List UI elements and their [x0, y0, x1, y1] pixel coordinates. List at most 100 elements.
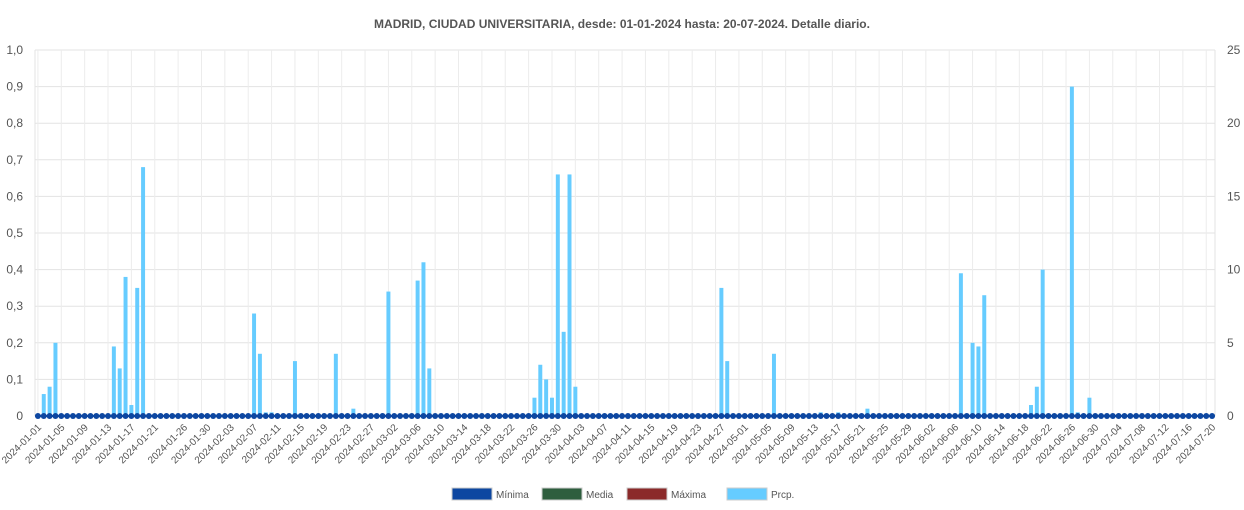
minima-point [484, 413, 491, 419]
prcp-bar [573, 386, 578, 416]
left-tick-label: 0,5 [6, 226, 23, 240]
minima-point [280, 413, 287, 419]
legend-item[interactable]: Máxima [626, 487, 706, 501]
minima-point [998, 413, 1005, 419]
left-tick-label: 0,7 [6, 153, 23, 167]
minima-point [899, 413, 906, 419]
minima-point [362, 413, 369, 419]
minima-point [180, 413, 187, 419]
minima-point [186, 413, 193, 419]
minima-point [473, 413, 480, 419]
prcp-bar [725, 361, 730, 416]
minima-point [1162, 413, 1169, 419]
minima-point [34, 413, 41, 419]
minima-point [876, 413, 883, 419]
left-tick-label: 0,9 [6, 80, 23, 94]
minima-point [1074, 413, 1081, 419]
minima-point [169, 413, 176, 419]
minima-point [893, 413, 900, 419]
minima-point [245, 413, 252, 419]
minima-point [46, 413, 53, 419]
minima-point [794, 413, 801, 419]
minima-point [747, 413, 754, 419]
minima-point [654, 413, 661, 419]
minima-point [110, 413, 117, 419]
minima-point [887, 413, 894, 419]
minima-point [75, 413, 82, 419]
prcp-bar [351, 408, 356, 416]
minima-point [1080, 413, 1087, 419]
minima-point [69, 413, 76, 419]
legend[interactable]: Mínima Media Máxima Prcp. [451, 487, 794, 501]
prcp-bar [865, 408, 870, 416]
legend-item[interactable]: Prcp. [726, 487, 794, 501]
minima-point [461, 413, 468, 419]
minima-point [817, 413, 824, 419]
minima-point [765, 413, 772, 419]
minima-point [1174, 413, 1181, 419]
minima-point [864, 413, 871, 419]
minima-point [1068, 413, 1075, 419]
minima-point [1016, 413, 1023, 419]
minima-point [420, 413, 427, 419]
minima-point [601, 413, 608, 419]
minima-point [1185, 413, 1192, 419]
minima-point [502, 413, 509, 419]
left-tick-label: 1,0 [6, 43, 23, 57]
minima-point [811, 413, 818, 419]
grid [34, 49, 1216, 417]
minima-point [221, 413, 228, 419]
minima-point [934, 413, 941, 419]
minima-point [911, 413, 918, 419]
minima-point [1197, 413, 1204, 419]
minima-point [513, 413, 520, 419]
minima-point [291, 413, 298, 419]
right-tick-label: 25 [1227, 43, 1241, 57]
minima-point [1121, 413, 1128, 419]
minima-point [309, 413, 316, 419]
minima-point [157, 413, 164, 419]
minima-point [753, 413, 760, 419]
prcp-bar [1034, 386, 1039, 416]
minima-point [770, 413, 777, 419]
minima-point [981, 413, 988, 419]
left-tick-label: 0,8 [6, 116, 23, 130]
minima-point [689, 413, 696, 419]
minima-point [548, 413, 555, 419]
minima-point [782, 413, 789, 419]
minima-point [928, 413, 935, 419]
minima-point [1086, 413, 1093, 419]
minima-point [741, 413, 748, 419]
minima-point [1191, 413, 1198, 419]
minima-point [385, 413, 392, 419]
minima-point [1138, 413, 1145, 419]
minima-point [963, 413, 970, 419]
minima-point [724, 413, 731, 419]
minima-point [443, 413, 450, 419]
legend-swatch [626, 487, 668, 501]
minima-point [367, 413, 374, 419]
prcp-bar [129, 405, 134, 416]
prcp-bar [47, 386, 52, 416]
prcp-bar [41, 394, 46, 416]
legend-item[interactable]: Mínima [451, 487, 529, 501]
prcp-bar [532, 397, 537, 416]
minima-point [852, 413, 859, 419]
minima-point [81, 413, 88, 419]
prcp-bar [567, 174, 572, 416]
minima-point [1150, 413, 1157, 419]
minima-point [426, 413, 433, 419]
minima-point [350, 413, 357, 419]
prcp-bar [257, 353, 262, 416]
minima-point [537, 413, 544, 419]
minima-point [940, 413, 947, 419]
minima-point [870, 413, 877, 419]
minima-point [1127, 413, 1134, 419]
minima-point [1022, 413, 1029, 419]
right-axis: 0 5 10 15 20 25 [1227, 43, 1241, 423]
right-tick-label: 10 [1227, 263, 1241, 277]
minima-point [87, 413, 94, 419]
legend-item[interactable]: Media [541, 487, 614, 501]
prcp-bar [386, 291, 391, 416]
minima-point [1010, 413, 1017, 419]
